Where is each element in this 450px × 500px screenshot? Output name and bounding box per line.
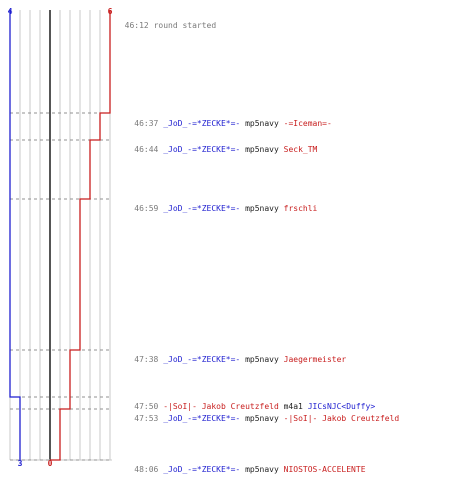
- event-victim: NIOSTOS-ACCELENTE: [283, 465, 366, 474]
- kill-event-row: 48:06 _JoD_-=*ZECKE*=- mp5navy NIOSTOS-A…: [115, 455, 365, 474]
- event-time: 46:59: [134, 204, 159, 213]
- kill-event-row: 47:53 _JoD_-=*ZECKE*=- mp5navy -|SoI|- J…: [115, 404, 399, 423]
- round-start-text: round started: [153, 21, 217, 30]
- event-weapon: mp5navy: [245, 355, 279, 364]
- event-time: 46:44: [134, 145, 159, 154]
- event-time: 47:50: [134, 402, 159, 411]
- event-victim: Jaegermeister: [283, 355, 347, 364]
- event-guide-lines: [10, 112, 112, 461]
- round-start-row: 46:12 round started: [115, 11, 217, 30]
- blue-team-series: [9, 10, 21, 460]
- red-team-series: [50, 10, 111, 461]
- kill-event-row: 47:38 _JoD_-=*ZECKE*=- mp5navy Jaegermei…: [115, 345, 346, 364]
- grid-lines: [9, 10, 112, 461]
- event-killer: _JoD_-=*ZECKE*=-: [163, 414, 241, 423]
- event-weapon: m4a1: [283, 402, 303, 411]
- event-killer: -|SoI|- Jakob Creutzfeld: [163, 402, 279, 411]
- blue-end-score-label: 3: [18, 459, 23, 468]
- red-start-score-label: 6: [108, 7, 113, 16]
- event-killer: _JoD_-=*ZECKE*=-: [163, 204, 241, 213]
- event-time: 47:38: [134, 355, 159, 364]
- event-time: 48:06: [134, 465, 159, 474]
- event-time: 47:53: [134, 414, 159, 423]
- event-weapon: mp5navy: [245, 145, 279, 154]
- event-victim: -|SoI|- Jakob Creutzfeld: [283, 414, 400, 423]
- event-weapon: mp5navy: [245, 414, 279, 423]
- event-killer: _JoD_-=*ZECKE*=-: [163, 145, 241, 154]
- event-time: 46:37: [134, 119, 159, 128]
- event-victim: -=Iceman=-: [283, 119, 332, 128]
- kill-event-row: 46:44 _JoD_-=*ZECKE*=- mp5navy Seck_TM: [115, 135, 317, 154]
- event-victim: Seck_TM: [283, 145, 318, 154]
- kill-event-row: 46:37 _JoD_-=*ZECKE*=- mp5navy -=Iceman=…: [115, 109, 332, 128]
- event-weapon: mp5navy: [245, 204, 279, 213]
- red-end-score-label: 0: [48, 459, 53, 468]
- blue-start-score-label: 4: [8, 7, 13, 16]
- kill-event-row: 47:50 -|SoI|- Jakob Creutzfeld m4a1 JICs…: [115, 392, 375, 411]
- kill-event-row: 46:59 _JoD_-=*ZECKE*=- mp5navy frschli: [115, 194, 317, 213]
- score-series: [9, 10, 111, 461]
- event-killer: _JoD_-=*ZECKE*=-: [163, 355, 241, 364]
- event-victim: frschli: [283, 204, 318, 213]
- event-victim: JICsNJC<Duffy>: [307, 402, 376, 411]
- event-killer: _JoD_-=*ZECKE*=-: [163, 465, 241, 474]
- event-weapon: mp5navy: [245, 119, 279, 128]
- event-weapon: mp5navy: [245, 465, 279, 474]
- event-killer: _JoD_-=*ZECKE*=-: [163, 119, 241, 128]
- round-start-time: 46:12: [124, 21, 149, 30]
